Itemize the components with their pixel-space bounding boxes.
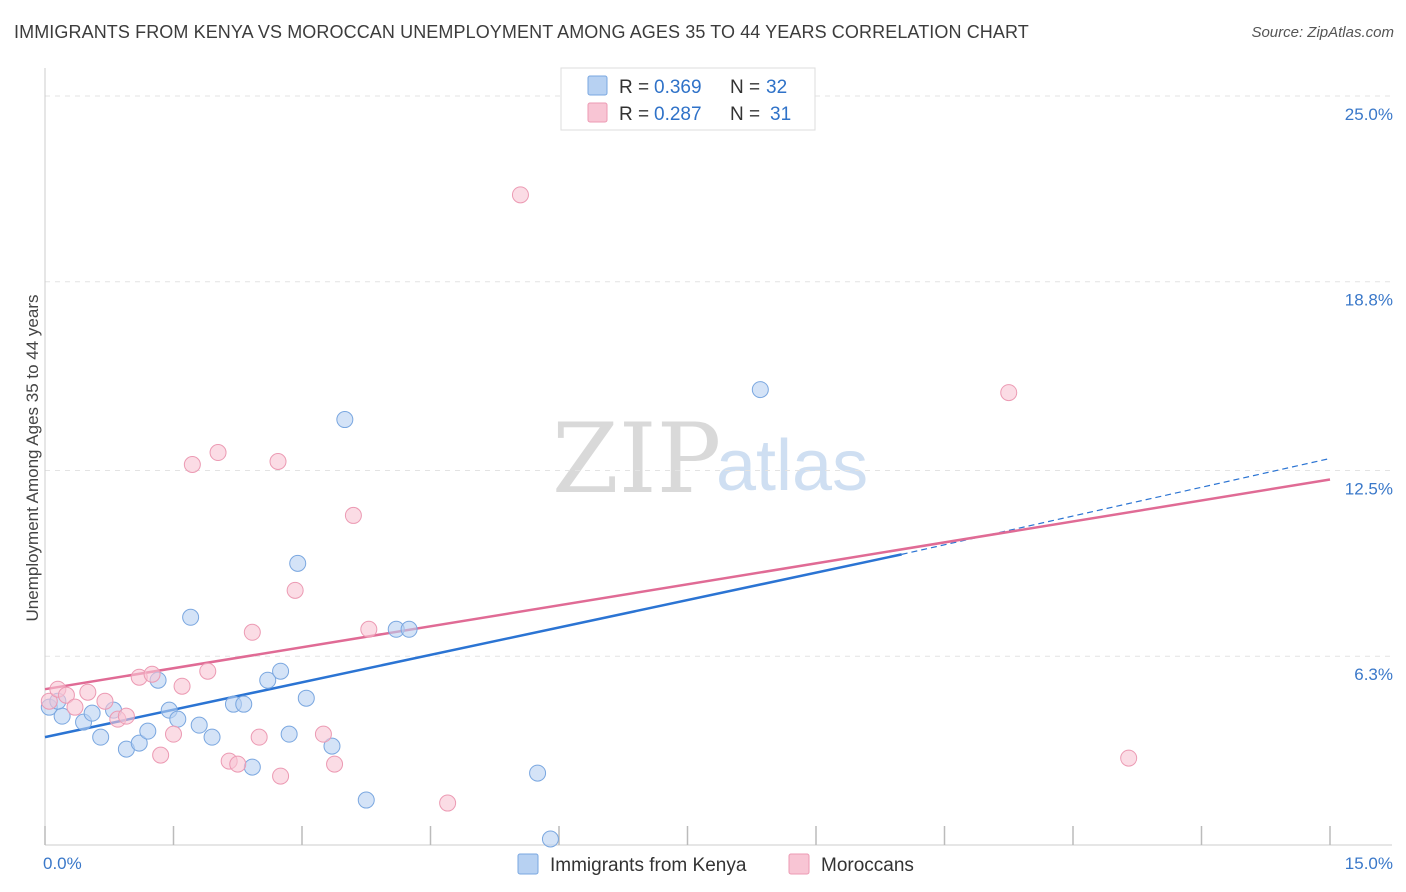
legend-r-value-moroccans: 0.287 <box>654 104 702 125</box>
moroccan-point-18 <box>243 623 261 641</box>
moroccan-point-29 <box>1000 384 1018 402</box>
moroccan-point-11 <box>165 725 182 743</box>
moroccan-point-24 <box>326 755 344 773</box>
kenya-point-8 <box>139 722 157 740</box>
bottom-legend-swatch-kenya <box>517 853 539 875</box>
bottom-legend-label-moroccans: Moroccans <box>821 855 914 876</box>
kenya-point-16 <box>235 695 253 713</box>
trend-lines <box>44 457 1331 739</box>
moroccan-point-4 <box>79 683 97 701</box>
kenya-point-28 <box>529 764 547 782</box>
y-tick-label-0: 6.3% <box>1354 665 1393 684</box>
legend-n-label-kenya: N = <box>730 77 760 98</box>
y-tick-label-2: 18.8% <box>1345 291 1393 310</box>
legend-swatch-kenya <box>587 75 608 96</box>
y-tick-labels: 6.3% 12.5% 18.8% 25.0% <box>1345 105 1393 684</box>
moroccan-point-2 <box>57 686 75 704</box>
legend-n-value-kenya: 32 <box>766 77 787 98</box>
watermark-zip: ZIP <box>552 403 721 515</box>
moroccan-trend-line <box>44 478 1331 691</box>
gridlines <box>45 95 1392 657</box>
moroccan-point-28 <box>511 186 529 204</box>
chart-title: IMMIGRANTS FROM KENYA VS MOROCCAN UNEMPL… <box>14 22 1029 42</box>
moroccan-point-23 <box>314 725 332 743</box>
moroccan-point-15 <box>209 444 227 462</box>
watermark-atlas: atlas <box>716 426 868 506</box>
x-tick-label-1: 15.0% <box>1345 854 1393 873</box>
kenya-point-29 <box>541 830 559 848</box>
watermark: ZIP atlas <box>552 403 868 515</box>
kenya-trend-line <box>44 553 902 739</box>
x-tick-label-0: 0.0% <box>43 854 82 873</box>
moroccan-point-27 <box>439 794 457 812</box>
legend-n-label-moroccans: N = <box>730 104 760 125</box>
kenya-point-17 <box>243 758 261 776</box>
kenya-point-14 <box>203 728 221 746</box>
moroccan-point-25 <box>344 506 362 524</box>
kenya-point-7 <box>130 734 148 752</box>
kenya-point-25 <box>357 791 375 809</box>
x-ticks: 0.0% 15.0% <box>43 826 1393 873</box>
kenya-point-12 <box>182 608 200 626</box>
kenya-point-18 <box>259 671 277 689</box>
moroccan-point-10 <box>152 746 170 764</box>
moroccan-point-20 <box>269 453 287 470</box>
y-tick-label-1: 12.5% <box>1345 479 1393 498</box>
moroccan-point-30 <box>1120 749 1138 767</box>
moroccan-point-7 <box>117 707 135 725</box>
legend-n-value-moroccans: 31 <box>770 104 791 125</box>
y-axis-label: Unemployment Among Ages 35 to 44 years <box>23 295 42 622</box>
moroccan-point-19 <box>250 728 268 746</box>
kenya-point-21 <box>297 689 315 707</box>
kenya-point-19 <box>272 662 290 680</box>
kenya-point-30 <box>751 381 769 399</box>
kenya-point-22 <box>323 737 341 755</box>
kenya-point-24 <box>289 554 307 572</box>
kenya-point-27 <box>400 620 418 638</box>
moroccan-point-5 <box>96 692 114 710</box>
moroccan-point-13 <box>183 455 201 473</box>
series-legend: Immigrants from Kenya Moroccans <box>517 853 914 876</box>
kenya-point-11 <box>169 710 187 728</box>
moroccan-point-21 <box>272 767 290 785</box>
kenya-point-23 <box>336 411 354 429</box>
moroccan-point-3 <box>66 698 84 716</box>
legend-swatch-moroccans <box>587 102 608 123</box>
moroccan-point-17 <box>229 755 247 773</box>
moroccan-point-0 <box>40 692 58 710</box>
kenya-point-13 <box>190 716 208 734</box>
bottom-legend-label-kenya: Immigrants from Kenya <box>550 855 747 876</box>
data-points <box>40 186 1138 848</box>
kenya-point-20 <box>280 725 298 743</box>
legend-r-label-kenya: R = <box>619 77 649 98</box>
source-credit: Source: ZipAtlas.com <box>1251 24 1394 41</box>
y-tick-label-3: 25.0% <box>1345 105 1393 124</box>
moroccan-point-22 <box>286 581 304 599</box>
axes <box>44 68 1392 846</box>
moroccan-point-12 <box>173 677 191 695</box>
legend-r-value-kenya: 0.369 <box>654 77 702 98</box>
bottom-legend-swatch-moroccans <box>788 853 810 875</box>
correlation-legend: R = 0.369 N = 32 R = 0.287 N = 31 <box>560 67 816 131</box>
moroccan-point-14 <box>199 662 217 680</box>
legend-r-label-moroccans: R = <box>619 104 649 125</box>
kenya-point-3 <box>83 704 101 722</box>
kenya-point-4 <box>92 728 110 746</box>
moroccan-point-26 <box>360 620 378 638</box>
moroccan-point-9 <box>143 665 161 683</box>
